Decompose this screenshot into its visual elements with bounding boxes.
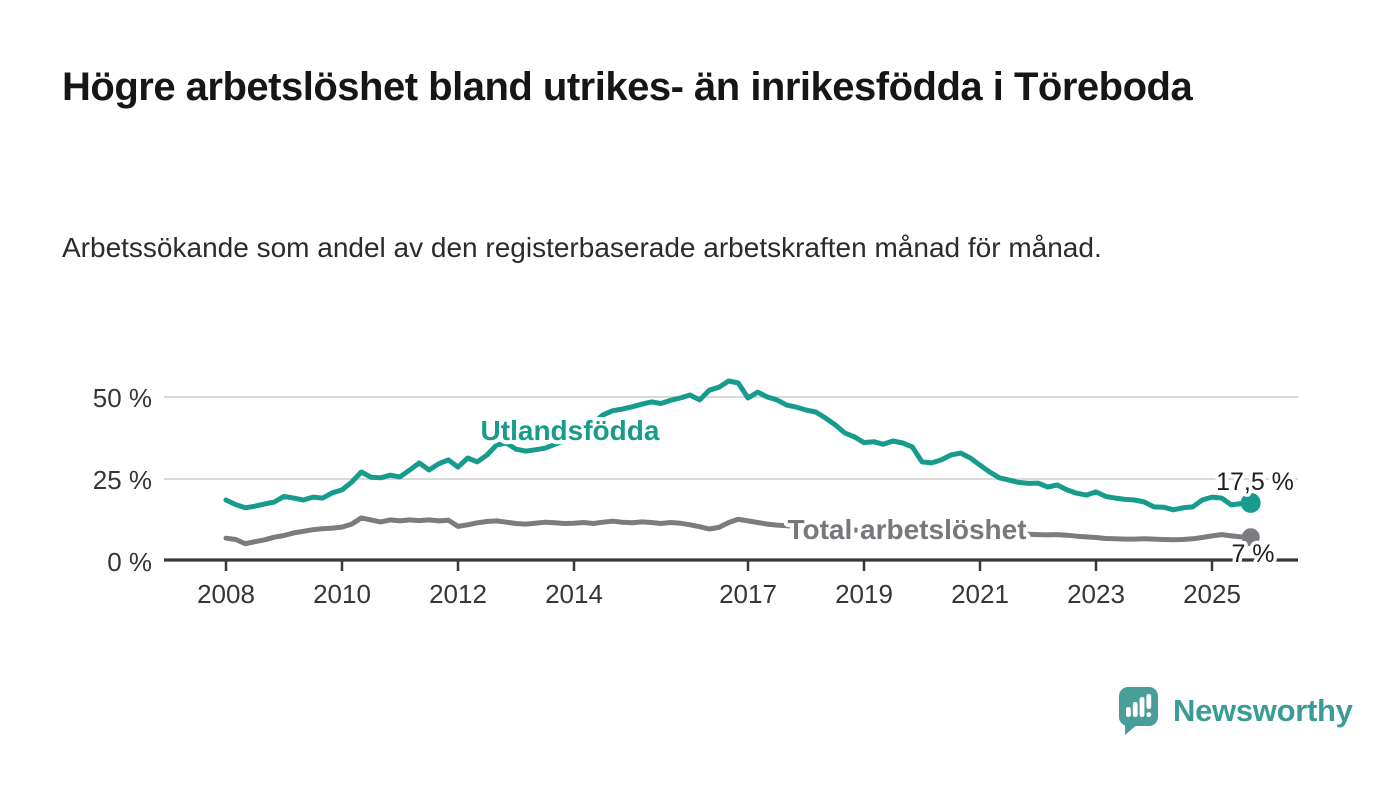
- y-tick-label: 50 %: [93, 383, 152, 413]
- y-tick-label: 25 %: [93, 465, 152, 495]
- x-tick-label: 2019: [835, 579, 893, 609]
- y-axis-labels: 0 % 25 % 50 %: [93, 383, 152, 577]
- series-label-total-arbetsloshet: Total arbetslöshet: [787, 514, 1026, 545]
- bar-icon: [1139, 697, 1145, 717]
- x-tick-label: 2017: [719, 579, 777, 609]
- series-end-dot-utlandsfodda: [1240, 492, 1261, 513]
- x-tick-label: 2014: [545, 579, 603, 609]
- x-tick-label: 2010: [313, 579, 371, 609]
- newsworthy-logo: Newsworthy: [1118, 686, 1353, 736]
- x-axis-labels: 2008 2010 2012 2014 2017 2019 2021 2023 …: [197, 579, 1241, 609]
- series-line-utlandsfodda: [223, 378, 1254, 513]
- exclamation-icon: [1146, 694, 1152, 709]
- series-label-utlandsfodda: Utlandsfödda: [481, 415, 660, 446]
- x-tick-label: 2021: [951, 579, 1009, 609]
- chart-title: Högre arbetslöshet bland utrikes- än inr…: [62, 65, 1193, 109]
- bar-icon: [1132, 702, 1138, 717]
- newsworthy-wordmark: Newsworthy: [1173, 693, 1353, 728]
- x-tick-label: 2012: [429, 579, 487, 609]
- x-tick-label: 2025: [1183, 579, 1241, 609]
- newsworthy-logo-icon: [1119, 687, 1158, 735]
- exclamation-icon: [1146, 712, 1152, 717]
- y-tick-label: 0 %: [107, 547, 152, 577]
- series-end-dot-total-arbetsloshet: [1241, 528, 1260, 547]
- value-label-utlandsfodda: 17,5 %: [1216, 468, 1294, 496]
- chart-subtitle: Arbetssökande som andel av den registerb…: [62, 232, 1102, 263]
- series-line-total-arbetsloshet: [223, 515, 1254, 547]
- x-tick-label: 2023: [1067, 579, 1125, 609]
- bar-icon: [1126, 707, 1131, 717]
- x-tick-label: 2008: [197, 579, 255, 609]
- value-label-total-arbetsloshet: 7 %: [1231, 540, 1274, 568]
- x-axis-ticks: [224, 560, 1214, 571]
